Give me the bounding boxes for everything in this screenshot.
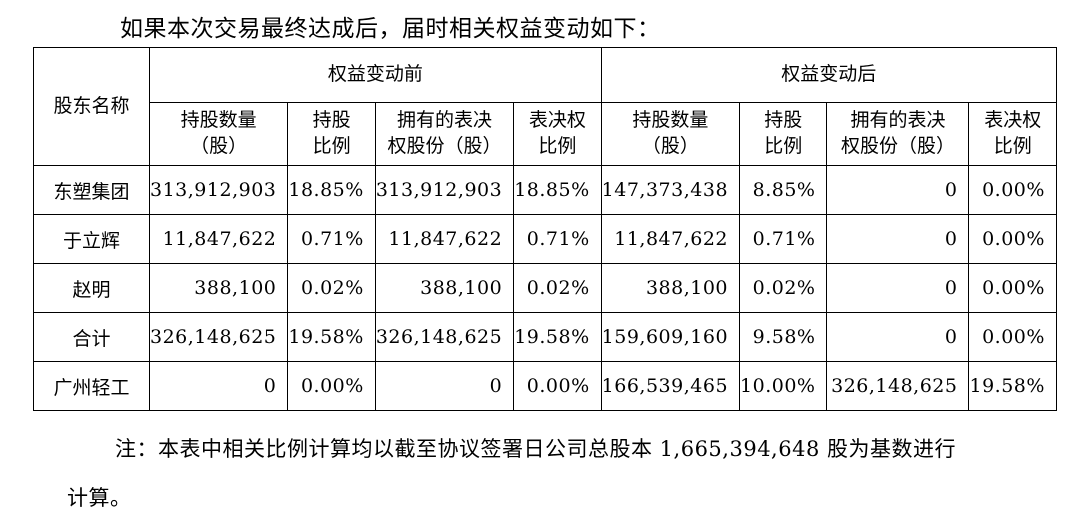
cell-before-shares: 11,847,622 [148,214,289,264]
cell-before-voting-shares: 313,912,903 [374,165,515,215]
cell-shareholder-name: 合计 [33,312,150,362]
footnote-line-1: 注：本表中相关比例计算均以截至协议签署日公司总股本 1,665,394,648 … [115,437,956,461]
cell-before-ratio: 0.00% [287,361,376,411]
table-row: 广州轻工 0 0.00% 0 0.00% 166,539,465 10.00% … [33,361,1057,411]
cell-after-ratio: 0.71% [739,214,828,264]
page-title: 如果本次交易最终达成后，届时相关权益变动如下： [120,16,661,42]
cell-after-ratio: 0.02% [739,263,828,313]
cell-after-shares: 166,539,465 [600,361,741,411]
header-before-ratio: 持股 比例 [287,102,376,166]
cell-shareholder-name: 赵明 [33,263,150,313]
cell-before-voting-ratio: 0.00% [513,361,602,411]
cell-before-voting-shares: 326,148,625 [374,312,515,362]
cell-shareholder-name: 广州轻工 [33,361,150,411]
cell-after-voting-ratio: 0.00% [968,165,1057,215]
header-shareholder-name: 股东名称 [33,47,150,166]
equity-change-table: 股东名称 权益变动前 权益变动后 持股数量 （股） 持股 比例 拥有的表决 权股… [33,47,1057,411]
cell-after-voting-ratio: 0.00% [968,263,1057,313]
header-group-row: 股东名称 权益变动前 权益变动后 [33,47,1057,166]
table-row-total: 合计 326,148,625 19.58% 326,148,625 19.58%… [33,312,1057,362]
cell-after-voting-shares: 326,148,625 [826,361,970,411]
cell-before-ratio: 0.71% [287,214,376,264]
cell-before-voting-ratio: 19.58% [513,312,602,362]
cell-before-ratio: 19.58% [287,312,376,362]
cell-before-voting-shares: 11,847,622 [374,214,515,264]
cell-before-shares: 388,100 [148,263,289,313]
cell-after-shares: 388,100 [600,263,741,313]
cell-before-shares: 0 [148,361,289,411]
cell-after-voting-ratio: 0.00% [968,214,1057,264]
cell-after-voting-shares: 0 [826,312,970,362]
header-sub-row: 持股数量 （股） 持股 比例 拥有的表决 权股份（股） 表决权 比例 持股数量 … [34,102,1057,166]
cell-shareholder-name: 于立辉 [33,214,150,264]
table-row: 赵明 388,100 0.02% 388,100 0.02% 388,100 0… [33,263,1057,313]
header-group-after: 权益变动后 [600,47,1057,103]
cell-after-voting-shares: 0 [826,263,970,313]
footnote-line-2: 计算。 [67,486,132,510]
header-after-ratio: 持股 比例 [739,102,828,166]
cell-after-voting-ratio: 19.58% [968,361,1057,411]
cell-before-voting-ratio: 0.02% [513,263,602,313]
header-after-voting-shares: 拥有的表决 权股份（股） [826,102,970,166]
cell-after-shares: 159,609,160 [600,312,741,362]
header-before-shares: 持股数量 （股） [148,102,289,166]
table-body: 东塑集团 313,912,903 18.85% 313,912,903 18.8… [33,165,1057,411]
cell-before-voting-ratio: 0.71% [513,214,602,264]
cell-before-ratio: 0.02% [287,263,376,313]
cell-before-ratio: 18.85% [287,165,376,215]
cell-after-voting-ratio: 0.00% [968,312,1057,362]
table-row: 东塑集团 313,912,903 18.85% 313,912,903 18.8… [33,165,1057,215]
table-row: 于立辉 11,847,622 0.71% 11,847,622 0.71% 11… [33,214,1057,264]
cell-after-ratio: 10.00% [739,361,828,411]
cell-after-voting-shares: 0 [826,165,970,215]
cell-before-shares: 326,148,625 [148,312,289,362]
cell-after-ratio: 8.85% [739,165,828,215]
cell-before-voting-shares: 0 [374,361,515,411]
table-header: 股东名称 权益变动前 权益变动后 持股数量 （股） 持股 比例 拥有的表决 权股… [33,47,1057,166]
cell-shareholder-name: 东塑集团 [33,165,150,215]
cell-after-voting-shares: 0 [826,214,970,264]
cell-before-shares: 313,912,903 [148,165,289,215]
cell-before-voting-ratio: 18.85% [513,165,602,215]
header-after-voting-ratio: 表决权 比例 [968,102,1057,166]
cell-after-shares: 147,373,438 [600,165,741,215]
cell-before-voting-shares: 388,100 [374,263,515,313]
header-before-voting-shares: 拥有的表决 权股份（股） [374,102,515,166]
header-group-before: 权益变动前 [149,47,602,103]
header-before-voting-ratio: 表决权 比例 [513,102,602,166]
header-after-shares: 持股数量 （股） [600,102,741,166]
cell-after-ratio: 9.58% [739,312,828,362]
cell-after-shares: 11,847,622 [600,214,741,264]
